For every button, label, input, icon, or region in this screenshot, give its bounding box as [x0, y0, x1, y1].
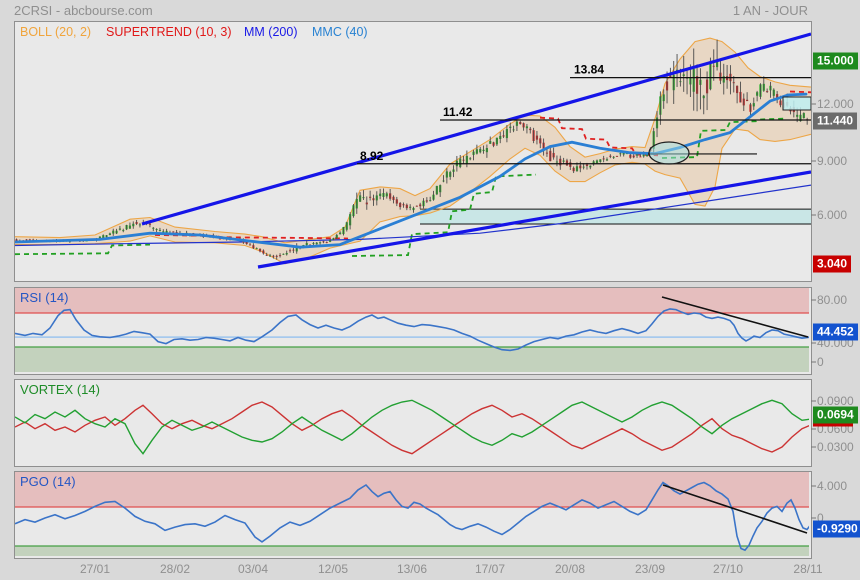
x-axis-date: 03/04 [237, 562, 269, 576]
price-axis-tick: 9.000 [817, 154, 848, 168]
indicator-label-rsi: RSI (14) [20, 290, 69, 305]
rsi-axis-value-badge: 44.452 [813, 323, 858, 341]
pgo-axis-value-badge: -0.9290 [813, 520, 860, 538]
price-chart-panel[interactable] [14, 21, 812, 282]
pgo-panel[interactable] [14, 471, 812, 559]
x-axis-date: 28/11 [793, 562, 823, 576]
pgo-axis-tick: 4.000 [817, 479, 848, 493]
x-axis-date: 28/02 [159, 562, 191, 576]
vortex-axis-tick: 0.0900 [817, 394, 854, 408]
x-axis-date: 27/10 [712, 562, 744, 576]
period-label: 1 AN - JOUR [732, 3, 808, 18]
price-axis-value-badge: 15.000 [813, 52, 858, 70]
vortex-axis-value-badge: 0.0694 [813, 406, 858, 424]
x-axis-date: 27/01 [79, 562, 111, 576]
legend-item-supertrend[interactable]: SUPERTREND (10, 3) [106, 25, 232, 39]
legend-item-mmc40[interactable]: MMC (40) [312, 25, 368, 39]
rsi-axis-tick: 0 [817, 355, 824, 369]
indicator-label-vortex: VORTEX (14) [20, 382, 100, 397]
price-axis-value-badge: 11.440 [813, 112, 858, 130]
price-axis-tick: 12.000 [817, 97, 854, 111]
chart-title: 2CRSI - abcbourse.com [14, 3, 153, 18]
indicator-label-pgo: PGO (14) [20, 474, 76, 489]
price-axis-tick: 6.000 [817, 208, 848, 222]
x-axis-date: 13/06 [396, 562, 428, 576]
x-axis-date: 20/08 [554, 562, 586, 576]
legend-item-boll[interactable]: BOLL (20, 2) [20, 25, 92, 39]
rsi-panel[interactable] [14, 287, 812, 375]
price-axis-value-badge: 3.040 [813, 255, 852, 273]
pgo-axis-tick: 0 [817, 511, 824, 525]
vortex-panel[interactable] [14, 379, 812, 467]
rsi-axis-tick: 80.00 [817, 293, 848, 307]
legend-item-mm200[interactable]: MM (200) [244, 25, 298, 39]
x-axis-date: 12/05 [317, 562, 349, 576]
vortex-axis-tick: 0.0300 [817, 440, 854, 454]
x-axis-date: 23/09 [634, 562, 666, 576]
x-axis-date: 17/07 [474, 562, 506, 576]
